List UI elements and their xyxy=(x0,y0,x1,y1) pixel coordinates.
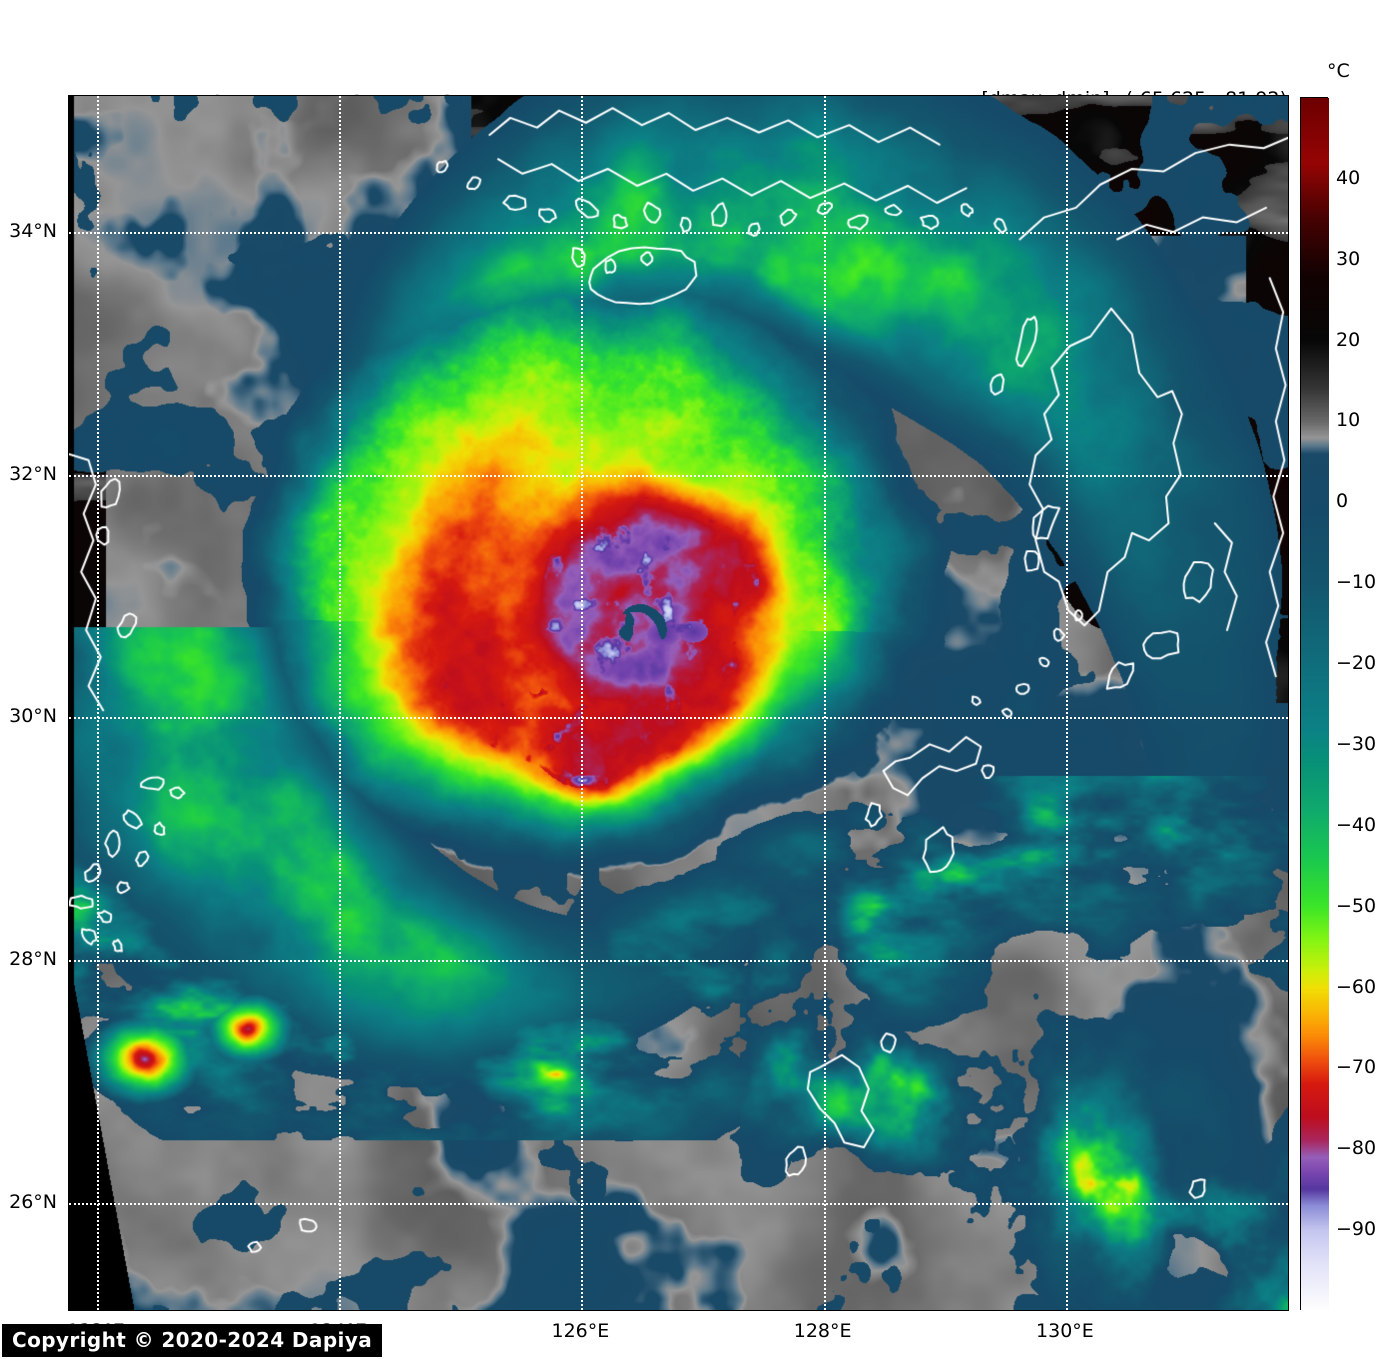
gridline-lon-130 xyxy=(1065,96,1068,1310)
gridline-lon-126 xyxy=(581,96,584,1310)
colorbar-tick--80: −80 xyxy=(1336,1137,1377,1160)
colorbar-tick--90: −90 xyxy=(1336,1218,1377,1241)
colorbar-tick--70: −70 xyxy=(1336,1056,1377,1079)
lon-tick-126: 126°E xyxy=(551,1320,610,1342)
lat-tick-26: 26°N xyxy=(9,1190,57,1213)
colorbar-tick--10: −10 xyxy=(1336,571,1377,594)
colorbar-tick-20: 20 xyxy=(1336,328,1361,351)
gridline-lon-124 xyxy=(339,96,342,1310)
lon-tick-128: 128°E xyxy=(793,1320,852,1342)
gridline-lat-26 xyxy=(69,1202,1288,1205)
lat-tick-28: 28°N xyxy=(9,948,57,971)
ir-imagery-canvas xyxy=(69,96,1288,1310)
gridline-lat-32 xyxy=(69,474,1288,477)
colorbar-tick-40: 40 xyxy=(1336,166,1361,189)
colorbar-tick--50: −50 xyxy=(1336,894,1377,917)
lat-tick-32: 32°N xyxy=(9,462,57,485)
colorbar-tick--30: −30 xyxy=(1336,732,1377,755)
colorbar-tick--40: −40 xyxy=(1336,813,1377,836)
gridline-lat-30 xyxy=(69,717,1288,720)
lat-tick-30: 30°N xyxy=(9,705,57,728)
colorbar[interactable] xyxy=(1300,97,1329,1311)
lat-tick-34: 34°N xyxy=(9,219,57,242)
colorbar-tick-10: 10 xyxy=(1336,409,1361,432)
copyright-watermark: Copyright © 2020-2024 Dapiya xyxy=(2,1324,383,1357)
gridline-lon-128 xyxy=(823,96,826,1310)
colorbar-tick--60: −60 xyxy=(1336,975,1377,998)
gridline-lon-122 xyxy=(96,96,99,1310)
lon-tick-130: 130°E xyxy=(1036,1320,1094,1342)
colorbar-tick-30: 30 xyxy=(1336,247,1361,270)
gridline-lat-34 xyxy=(69,231,1288,234)
colorbar-unit-label: °C xyxy=(1327,60,1350,82)
gridline-lat-28 xyxy=(69,960,1288,963)
colorbar-gradient xyxy=(1301,98,1329,1311)
colorbar-tick-0: 0 xyxy=(1336,490,1349,513)
satellite-image-plot[interactable] xyxy=(68,95,1289,1311)
colorbar-tick--20: −20 xyxy=(1336,652,1377,675)
